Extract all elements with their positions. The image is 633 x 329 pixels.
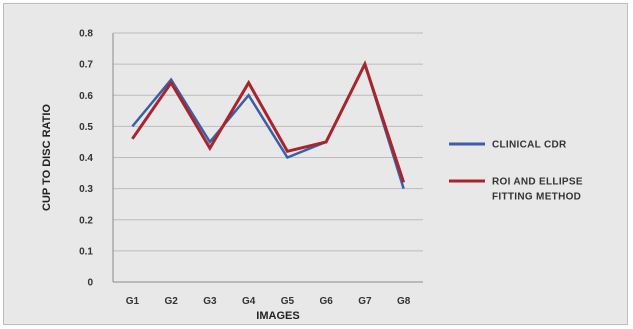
y-tick-label: 0.5 (79, 122, 93, 133)
gridlines (113, 32, 423, 252)
y-tick-label: 0.2 (79, 215, 93, 226)
y-tick-label: 0.7 (79, 60, 93, 71)
y-tick-labels: 0 0.1 0.2 0.3 0.4 0.5 0.6 0.7 0.8 (79, 29, 93, 289)
x-tick-label: G1 (126, 296, 140, 307)
x-tick-label: G4 (242, 296, 256, 307)
y-tick-label: 0 (87, 278, 93, 289)
chart-frame (3, 3, 628, 325)
legend-label-2: ROI AND ELLIPSE FITTING METHOD (492, 177, 583, 203)
x-tick-label: G8 (397, 296, 411, 307)
y-tick-label: 0.4 (79, 153, 93, 164)
x-axis-title: IMAGES (256, 310, 299, 322)
y-tick-label: 0.6 (79, 91, 93, 102)
x-tick-labels: G1 G2 G3 G4 G5 G6 G7 G8 (126, 296, 411, 307)
y-tick-label: 0.1 (79, 246, 93, 257)
x-tick-label: G3 (203, 296, 217, 307)
x-tick-label: G7 (358, 296, 372, 307)
legend-label-1: CLINICAL CDR (492, 140, 567, 151)
y-axis-title: CUP TO DISC RATIO (41, 104, 53, 211)
x-tick-label: G6 (319, 296, 333, 307)
x-tick-label: G5 (281, 296, 295, 307)
series-lines (131, 60, 406, 189)
y-tick-label: 0.3 (79, 184, 93, 195)
legend: CLINICAL CDR ROI AND ELLIPSE FITTING METHO… (449, 140, 583, 203)
x-tick-label: G2 (164, 296, 178, 307)
series-line-2 (131, 60, 406, 183)
y-tick-label: 0.8 (79, 29, 93, 40)
